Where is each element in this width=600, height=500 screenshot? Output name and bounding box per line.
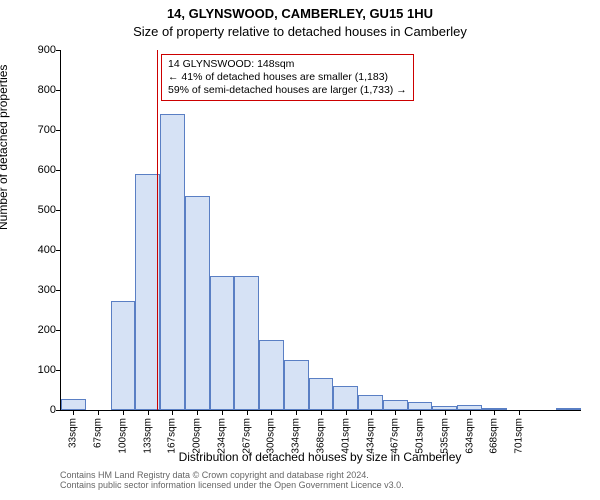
histogram-bar (383, 400, 408, 410)
y-tick (56, 210, 61, 211)
annotation-line1: 14 GLYNSWOOD: 148sqm (168, 58, 407, 71)
histogram-bar (333, 386, 358, 410)
y-tick (56, 290, 61, 291)
histogram-bar (358, 395, 383, 410)
title-line1: 14, GLYNSWOOD, CAMBERLEY, GU15 1HU (0, 6, 600, 21)
y-tick-label: 900 (16, 44, 56, 56)
x-tick (247, 410, 248, 415)
plot-area: 010020030040050060070080090033sqm67sqm10… (60, 50, 581, 411)
x-axis-label: Distribution of detached houses by size … (60, 450, 580, 464)
x-tick (371, 410, 372, 415)
x-tick (420, 410, 421, 415)
x-tick (222, 410, 223, 415)
x-tick (172, 410, 173, 415)
x-tick-label: 300sqm (266, 418, 277, 454)
x-tick (73, 410, 74, 415)
y-tick (56, 250, 61, 251)
x-tick (395, 410, 396, 415)
annotation-box: 14 GLYNSWOOD: 148sqm← 41% of detached ho… (161, 54, 414, 101)
y-tick-label: 200 (16, 324, 56, 336)
histogram-bar (259, 340, 284, 410)
x-tick-label: 100sqm (117, 418, 128, 454)
histogram-bar (408, 402, 433, 410)
x-tick-label: 535sqm (439, 418, 450, 454)
histogram-bar (61, 399, 86, 410)
annotation-line2: ← 41% of detached houses are smaller (1,… (168, 71, 407, 84)
histogram-bar (111, 301, 136, 410)
title-line2: Size of property relative to detached ho… (0, 24, 600, 39)
x-tick (98, 410, 99, 415)
y-tick-label: 300 (16, 284, 56, 296)
y-tick-label: 600 (16, 164, 56, 176)
footer-attribution: Contains HM Land Registry data © Crown c… (60, 470, 404, 491)
x-tick-label: 467sqm (390, 418, 401, 454)
y-axis-label: Number of detached properties (0, 65, 10, 230)
x-tick (148, 410, 149, 415)
x-tick-label: 368sqm (316, 418, 327, 454)
histogram-bar (160, 114, 185, 410)
x-tick (271, 410, 272, 415)
y-tick-label: 0 (16, 404, 56, 416)
y-tick (56, 410, 61, 411)
y-tick (56, 170, 61, 171)
x-tick-label: 334sqm (291, 418, 302, 454)
chart-container: 14, GLYNSWOOD, CAMBERLEY, GU15 1HU Size … (0, 0, 600, 500)
y-tick-label: 700 (16, 124, 56, 136)
y-tick-label: 800 (16, 84, 56, 96)
x-tick (470, 410, 471, 415)
histogram-bar (234, 276, 259, 410)
x-tick-label: 434sqm (365, 418, 376, 454)
histogram-bar (284, 360, 309, 410)
x-tick-label: 701sqm (514, 418, 525, 454)
y-tick (56, 50, 61, 51)
annotation-line3: 59% of semi-detached houses are larger (… (168, 84, 407, 97)
y-tick (56, 90, 61, 91)
x-tick-label: 634sqm (464, 418, 475, 454)
x-tick-label: 133sqm (142, 418, 153, 454)
histogram-bar (556, 408, 581, 410)
x-tick-label: 33sqm (68, 418, 79, 448)
y-tick (56, 130, 61, 131)
x-tick (346, 410, 347, 415)
histogram-bar (210, 276, 235, 410)
x-tick-label: 234sqm (216, 418, 227, 454)
footer-line2: Contains public sector information licen… (60, 480, 404, 490)
y-tick (56, 330, 61, 331)
y-tick-label: 400 (16, 244, 56, 256)
x-tick-label: 668sqm (489, 418, 500, 454)
y-tick-label: 100 (16, 364, 56, 376)
histogram-bar (185, 196, 210, 410)
y-tick-label: 500 (16, 204, 56, 216)
x-tick (519, 410, 520, 415)
x-tick (296, 410, 297, 415)
x-tick-label: 401sqm (340, 418, 351, 454)
footer-line1: Contains HM Land Registry data © Crown c… (60, 470, 404, 480)
x-tick-label: 501sqm (415, 418, 426, 454)
x-tick-label: 267sqm (241, 418, 252, 454)
x-tick-label: 200sqm (192, 418, 203, 454)
x-tick (445, 410, 446, 415)
x-tick-label: 67sqm (93, 418, 104, 448)
histogram-bar (309, 378, 334, 410)
x-tick (494, 410, 495, 415)
y-tick (56, 370, 61, 371)
x-tick (321, 410, 322, 415)
x-tick (197, 410, 198, 415)
x-tick-label: 167sqm (167, 418, 178, 454)
x-tick (123, 410, 124, 415)
reference-line (157, 50, 158, 410)
